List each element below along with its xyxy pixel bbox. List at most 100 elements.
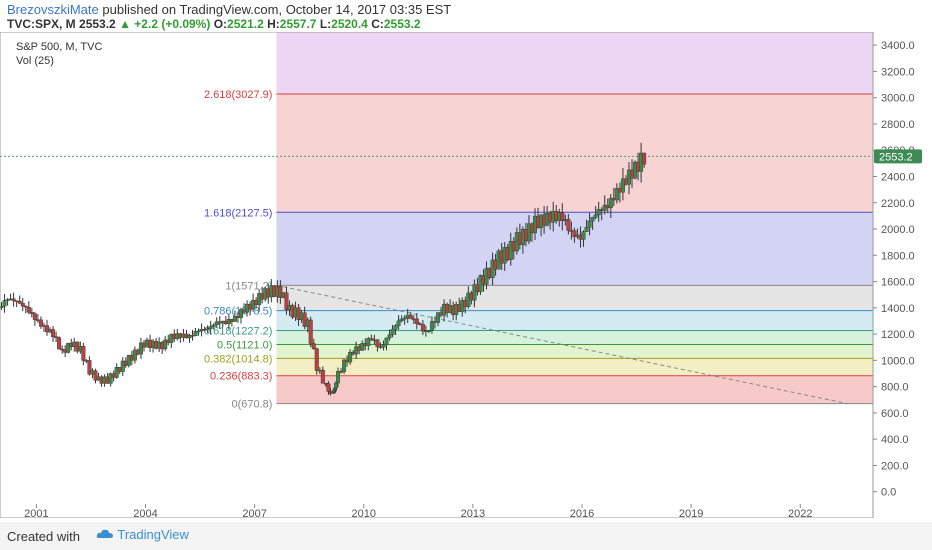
candle-body — [29, 312, 34, 314]
footer: Created with TradingView — [0, 522, 932, 550]
fib-level-label: 0(670.8) — [231, 399, 272, 411]
candle-body — [284, 292, 289, 310]
candle-body — [211, 324, 216, 327]
candle-body — [390, 328, 395, 336]
candle-body — [472, 284, 477, 301]
candle-body — [581, 231, 586, 240]
candle-body — [436, 312, 441, 323]
y-tick-label: 200.0 — [881, 460, 909, 472]
fib-band — [276, 32, 873, 95]
chart-area[interactable]: 0(670.8) 0.236(883.3) 0.382(1014.8) 0.5(112… — [0, 31, 932, 520]
tradingview-logo[interactable]: TradingView — [96, 527, 189, 542]
candle-body — [620, 178, 625, 193]
candle-body — [93, 370, 98, 381]
candle-body — [596, 209, 601, 216]
candle-body — [193, 331, 198, 336]
candle-body — [608, 197, 613, 209]
fib-band — [276, 285, 873, 311]
candle-body — [384, 337, 389, 346]
close-label: C: — [371, 17, 384, 31]
candle-body — [44, 325, 49, 333]
candle-body — [238, 309, 243, 318]
fib-level-label: 0.236(883.3) — [210, 371, 272, 383]
candle-body — [120, 360, 125, 372]
candle-body — [642, 152, 647, 165]
candle-body — [342, 359, 347, 372]
candle-body — [381, 344, 386, 348]
high-label: H: — [267, 17, 280, 31]
candle-body — [23, 305, 28, 308]
change-text: +2.2 (+0.09%) — [134, 17, 211, 31]
candle-body — [26, 306, 31, 313]
fib-band — [276, 212, 873, 286]
candle-body — [408, 314, 413, 320]
candle-body — [369, 338, 374, 341]
x-tick-label: 2004 — [133, 508, 157, 518]
fib-band — [276, 375, 873, 404]
candle-body — [2, 300, 7, 307]
y-tick-label: 3400.0 — [881, 40, 915, 52]
open-label: O: — [213, 17, 228, 31]
candle-body — [0, 306, 4, 309]
fib-band — [276, 94, 873, 213]
candle-body — [17, 300, 22, 304]
x-tick-label: 2007 — [242, 508, 266, 518]
candle-body — [360, 343, 365, 351]
candle-body — [335, 371, 340, 384]
candle-body — [81, 346, 86, 361]
candle-body — [590, 217, 595, 222]
candle-body — [196, 330, 201, 333]
candle-body — [402, 317, 407, 320]
y-tick-label: 1400.0 — [881, 303, 915, 315]
candle-body — [414, 318, 419, 324]
candle-body — [593, 214, 598, 218]
fib-level-label: 0.5(1121.0) — [217, 339, 272, 351]
candle-body — [20, 303, 25, 307]
author-link[interactable]: BrezovszkiMate — [7, 2, 99, 17]
open-value: 2521.2 — [227, 17, 264, 31]
candle-body — [278, 286, 283, 298]
candle-body — [51, 329, 56, 337]
x-tick-label: 2016 — [570, 508, 594, 518]
candle-body — [308, 319, 313, 344]
y-tick-label: 1200.0 — [881, 329, 915, 341]
candle-body — [396, 320, 401, 326]
candle-body — [587, 220, 592, 228]
candle-body — [393, 325, 398, 330]
candle-body — [333, 382, 338, 389]
x-tick-label: 2013 — [461, 508, 485, 518]
x-tick-label: 2019 — [679, 508, 703, 518]
fib-level-label: 2.618(3027.9) — [204, 89, 273, 101]
trend-line[interactable] — [276, 284, 848, 405]
candle-body — [311, 343, 316, 350]
candle-body — [163, 339, 168, 350]
y-tick-label: 3200.0 — [881, 66, 915, 78]
candle-body — [38, 319, 43, 327]
candle-body — [614, 188, 619, 201]
candle-body — [66, 342, 71, 353]
y-tick-label: 1600.0 — [881, 277, 915, 289]
candle-body — [32, 313, 37, 320]
candle-body — [205, 328, 210, 330]
up-arrow-icon: ▲ — [119, 17, 131, 31]
fib-band — [276, 358, 873, 376]
candle-body — [187, 335, 192, 339]
y-tick-label: 600.0 — [881, 408, 909, 420]
fib-band — [276, 330, 873, 345]
last-price: 2553.2 — [79, 17, 116, 31]
candle-body — [399, 318, 404, 322]
y-tick-label: 1800.0 — [881, 250, 915, 262]
candle-body — [420, 323, 425, 332]
y-tick-label: 1000.0 — [881, 355, 915, 367]
candle-body — [366, 338, 371, 346]
price-tag: 2553.2 — [874, 149, 922, 164]
price-chart[interactable]: 0(670.8) 0.236(883.3) 0.382(1014.8) 0.5(112… — [0, 31, 932, 520]
low-value: 2520.4 — [331, 17, 368, 31]
candle-body — [108, 373, 113, 384]
y-tick-label: 800.0 — [881, 382, 909, 394]
y-tick-label: 3000.0 — [881, 93, 915, 105]
fib-band — [276, 344, 873, 359]
x-tick-label: 2010 — [352, 508, 376, 518]
x-tick-label: 2001 — [24, 508, 48, 518]
legend-volume: Vol (25) — [16, 55, 54, 67]
